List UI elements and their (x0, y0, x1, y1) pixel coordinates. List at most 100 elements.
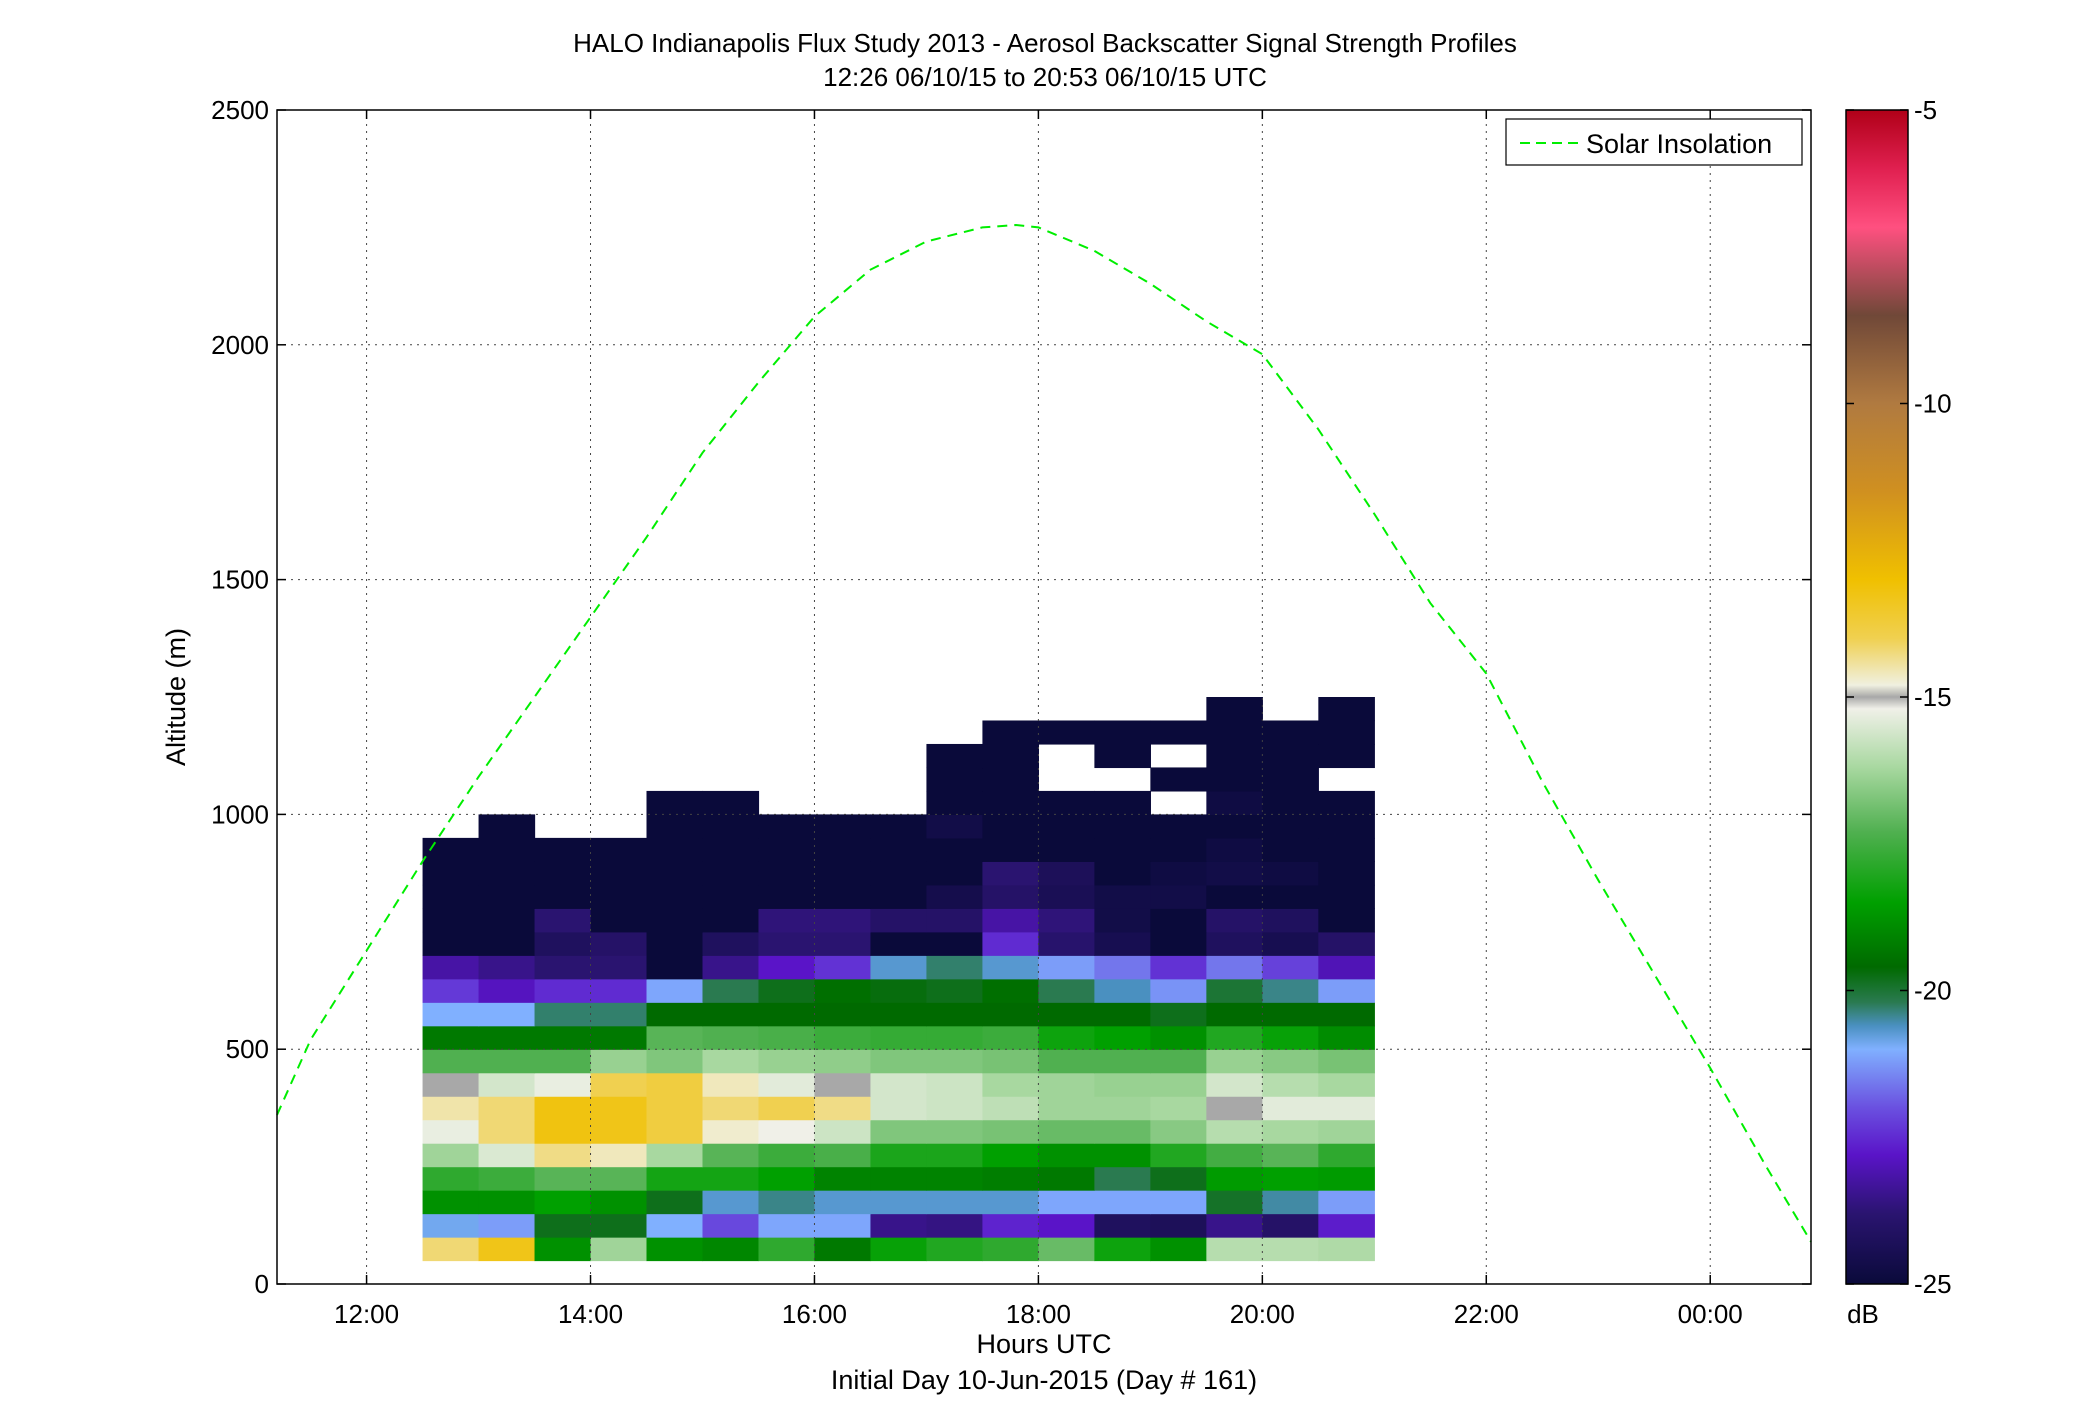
legend[interactable]: Solar Insolation (1505, 118, 1803, 166)
heatmap-cell (646, 1025, 704, 1050)
heatmap-cell (1318, 978, 1375, 1003)
heatmap-cell (1150, 720, 1207, 745)
heatmap-cell (646, 1119, 704, 1144)
heatmap-cell (590, 837, 648, 862)
heatmap-cell (1318, 720, 1375, 745)
heatmap-cell (534, 931, 592, 956)
heatmap-cell (870, 1119, 928, 1144)
heatmap-cell (870, 1166, 928, 1191)
heatmap-cell (1038, 931, 1095, 956)
heatmap-cell (534, 861, 592, 886)
heatmap-cell (1206, 790, 1263, 815)
heatmap-cell (534, 1237, 592, 1262)
y-tick-label: 1500 (211, 565, 269, 595)
heatmap-cell (1094, 1096, 1151, 1121)
heatmap-cell (1206, 1096, 1263, 1121)
x-tick-label: 14:00 (558, 1299, 623, 1329)
heatmap-cell (1206, 908, 1263, 933)
heatmap-cell (982, 1072, 1040, 1097)
heatmap-cell (982, 1119, 1040, 1144)
heatmap-cell (870, 1143, 928, 1168)
heatmap-cell (870, 1002, 928, 1027)
colorbar-tick-label: -25 (1914, 1269, 1952, 1299)
heatmap-cell (758, 1119, 816, 1144)
heatmap-cell (1318, 837, 1375, 862)
heatmap-cell (646, 1143, 704, 1168)
x-tick-label: 20:00 (1230, 1299, 1295, 1329)
heatmap-cell (1150, 955, 1207, 980)
heatmap-cell (478, 1002, 536, 1027)
heatmap-cell (814, 908, 872, 933)
heatmap-cell (1262, 1049, 1319, 1074)
heatmap-cell (982, 743, 1040, 769)
heatmap-cell (982, 767, 1040, 792)
heatmap-cell (422, 1002, 480, 1027)
heatmap-cell (1094, 1072, 1151, 1097)
heatmap-cell (982, 978, 1040, 1003)
heatmap-cell (1262, 1190, 1319, 1215)
heatmap-cell (1262, 1002, 1319, 1027)
heatmap-cell (1262, 720, 1319, 745)
heatmap-cell (1094, 1119, 1151, 1144)
heatmap-cell (478, 1096, 536, 1121)
heatmap-cell (982, 1237, 1040, 1262)
heatmap-cell (1038, 790, 1095, 815)
heatmap-cell (422, 884, 480, 909)
heatmap-cell (590, 908, 648, 933)
heatmap-cell (1262, 955, 1319, 980)
heatmap-cell (1262, 1025, 1319, 1050)
heatmap-cell (422, 1190, 480, 1215)
heatmap-cell (758, 1096, 816, 1121)
heatmap-cell (870, 814, 928, 839)
heatmap-cell (1318, 743, 1375, 769)
heatmap-cell (1094, 790, 1151, 815)
heatmap-cell (814, 1096, 872, 1121)
heatmap-cell (1038, 1213, 1095, 1238)
heatmap-cell (814, 1119, 872, 1144)
heatmap-cell (646, 908, 704, 933)
heatmap-cell (982, 1143, 1040, 1168)
heatmap-cell (478, 884, 536, 909)
heatmap-cell (1206, 697, 1263, 722)
heatmap-cell (1150, 1025, 1207, 1050)
heatmap-cell (758, 1143, 816, 1168)
heatmap-cell (1150, 1049, 1207, 1074)
heatmap-cell (702, 978, 760, 1003)
heatmap-cell (814, 1002, 872, 1027)
chart-subtitle: 12:26 06/10/15 to 20:53 06/10/15 UTC (823, 62, 1267, 92)
heatmap-cell (758, 1190, 816, 1215)
heatmap-cell (1038, 1166, 1095, 1191)
colorbar-tick-label: -10 (1914, 389, 1952, 419)
heatmap-cell (702, 1049, 760, 1074)
y-tick-label: 2000 (211, 330, 269, 360)
heatmap-cell (646, 1096, 704, 1121)
heatmap-cell (534, 1213, 592, 1238)
heatmap-cell (1262, 884, 1319, 909)
heatmap-cell (422, 1119, 480, 1144)
heatmap-cell (590, 978, 648, 1003)
heatmap-cell (478, 1190, 536, 1215)
heatmap-cell (1206, 1190, 1263, 1215)
heatmap-cell (758, 884, 816, 909)
heatmap-cell (646, 814, 704, 839)
heatmap-cell (646, 1213, 704, 1238)
heatmap-cell (1094, 1213, 1151, 1238)
heatmap-layer (422, 697, 1375, 1262)
heatmap-cell (926, 884, 984, 909)
heatmap-cell (1318, 931, 1375, 956)
heatmap-cell (1262, 814, 1319, 839)
heatmap-cell (870, 1025, 928, 1050)
heatmap-cell (870, 978, 928, 1003)
heatmap-cell (1318, 861, 1375, 886)
heatmap-cell (870, 1096, 928, 1121)
heatmap-cell (758, 861, 816, 886)
heatmap-cell (1318, 1213, 1375, 1238)
heatmap-cell (1206, 1143, 1263, 1168)
heatmap-cell (758, 1072, 816, 1097)
heatmap-cell (1150, 1119, 1207, 1144)
heatmap-cell (1094, 1025, 1151, 1050)
heatmap-cell (1206, 743, 1263, 769)
heatmap-cell (478, 1143, 536, 1168)
colorbar-tick-label: -15 (1914, 682, 1952, 712)
heatmap-cell (1318, 1096, 1375, 1121)
